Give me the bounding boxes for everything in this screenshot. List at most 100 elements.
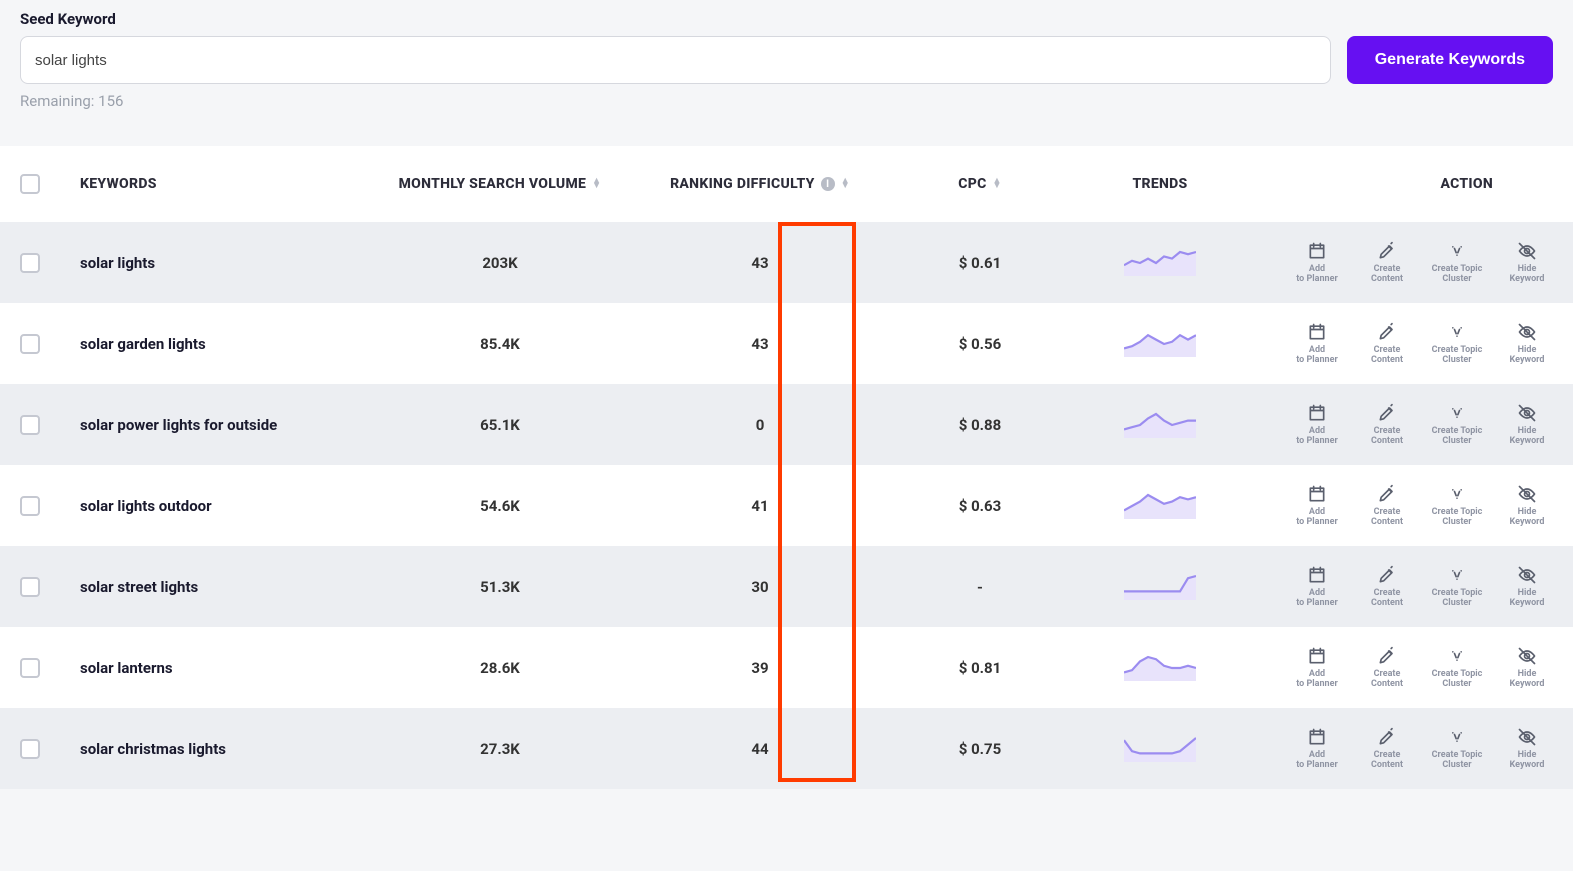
row-checkbox[interactable]: [20, 415, 40, 435]
action-label: Create TopicCluster: [1432, 264, 1483, 285]
add-to-planner-button[interactable]: Addto Planner: [1291, 646, 1343, 690]
difficulty-cell: 43: [620, 254, 900, 272]
header-action-label: ACTION: [1440, 176, 1493, 192]
create-content-button[interactable]: CreateContent: [1361, 241, 1413, 285]
eye-slash-icon: [1517, 565, 1537, 585]
row-checkbox-cell: [20, 253, 80, 273]
seed-input[interactable]: [20, 36, 1331, 84]
hide-keyword-button[interactable]: HideKeyword: [1501, 565, 1553, 609]
action-label: Create TopicCluster: [1432, 426, 1483, 447]
row-checkbox[interactable]: [20, 253, 40, 273]
hide-keyword-button[interactable]: HideKeyword: [1501, 646, 1553, 690]
create-content-button[interactable]: CreateContent: [1361, 322, 1413, 366]
cpc-cell: $ 0.88: [900, 416, 1060, 434]
cpc-cell: $ 0.61: [900, 254, 1060, 272]
add-to-planner-button[interactable]: Addto Planner: [1291, 565, 1343, 609]
header-cpc-label: CPC: [958, 176, 986, 192]
header-volume[interactable]: MONTHLY SEARCH VOLUME ▲▼: [380, 176, 620, 192]
difficulty-cell: 44: [620, 740, 900, 758]
seed-row: Generate Keywords: [20, 36, 1553, 84]
hide-keyword-button[interactable]: HideKeyword: [1501, 727, 1553, 771]
pencil-icon: [1377, 403, 1397, 423]
sort-icon: ▲▼: [592, 179, 601, 189]
header-difficulty[interactable]: RANKING DIFFICULTY i ▲▼: [620, 176, 900, 192]
header-difficulty-label: RANKING DIFFICULTY: [670, 176, 815, 192]
action-label: CreateContent: [1371, 507, 1403, 528]
action-label: Create TopicCluster: [1432, 750, 1483, 771]
trend-cell: [1060, 736, 1260, 762]
hide-keyword-button[interactable]: HideKeyword: [1501, 403, 1553, 447]
header-cpc[interactable]: CPC ▲▼: [900, 176, 1060, 192]
difficulty-cell: 41: [620, 497, 900, 515]
calendar-icon: [1307, 403, 1327, 423]
hide-keyword-button[interactable]: HideKeyword: [1501, 484, 1553, 528]
create-content-button[interactable]: CreateContent: [1361, 727, 1413, 771]
cpc-cell: $ 0.56: [900, 335, 1060, 353]
action-label: HideKeyword: [1510, 345, 1545, 366]
row-actions: Addto Planner CreateContent Create Topic…: [1260, 565, 1553, 609]
eye-slash-icon: [1517, 727, 1537, 747]
hide-keyword-button[interactable]: HideKeyword: [1501, 241, 1553, 285]
cluster-icon: [1447, 565, 1467, 585]
create-content-button[interactable]: CreateContent: [1361, 646, 1413, 690]
info-icon[interactable]: i: [821, 177, 835, 191]
trend-cell: [1060, 250, 1260, 276]
generate-button[interactable]: Generate Keywords: [1347, 36, 1553, 84]
create-content-button[interactable]: CreateContent: [1361, 484, 1413, 528]
create-topic-cluster-button[interactable]: Create TopicCluster: [1431, 322, 1483, 366]
eye-slash-icon: [1517, 241, 1537, 261]
cpc-cell: $ 0.81: [900, 659, 1060, 677]
row-checkbox[interactable]: [20, 658, 40, 678]
header-volume-label: MONTHLY SEARCH VOLUME: [399, 176, 587, 192]
add-to-planner-button[interactable]: Addto Planner: [1291, 403, 1343, 447]
keyword-cell: solar lanterns: [80, 659, 380, 677]
action-label: Addto Planner: [1296, 669, 1338, 690]
header-keywords-label: KEYWORDS: [80, 176, 157, 192]
row-checkbox-cell: [20, 415, 80, 435]
action-label: Create TopicCluster: [1432, 588, 1483, 609]
create-topic-cluster-button[interactable]: Create TopicCluster: [1431, 646, 1483, 690]
create-topic-cluster-button[interactable]: Create TopicCluster: [1431, 484, 1483, 528]
select-all-checkbox[interactable]: [20, 174, 40, 194]
hide-keyword-button[interactable]: HideKeyword: [1501, 322, 1553, 366]
action-label: Addto Planner: [1296, 588, 1338, 609]
volume-cell: 28.6K: [380, 659, 620, 677]
pencil-icon: [1377, 646, 1397, 666]
create-topic-cluster-button[interactable]: Create TopicCluster: [1431, 241, 1483, 285]
table-row: solar garden lights 85.4K 43 $ 0.56 Addt…: [0, 303, 1573, 384]
add-to-planner-button[interactable]: Addto Planner: [1291, 322, 1343, 366]
action-label: HideKeyword: [1510, 426, 1545, 447]
create-topic-cluster-button[interactable]: Create TopicCluster: [1431, 403, 1483, 447]
create-content-button[interactable]: CreateContent: [1361, 403, 1413, 447]
pencil-icon: [1377, 484, 1397, 504]
table-header: KEYWORDS MONTHLY SEARCH VOLUME ▲▼ RANKIN…: [0, 146, 1573, 222]
create-topic-cluster-button[interactable]: Create TopicCluster: [1431, 565, 1483, 609]
add-to-planner-button[interactable]: Addto Planner: [1291, 727, 1343, 771]
row-actions: Addto Planner CreateContent Create Topic…: [1260, 403, 1553, 447]
action-label: HideKeyword: [1510, 669, 1545, 690]
calendar-icon: [1307, 565, 1327, 585]
keyword-cell: solar garden lights: [80, 335, 380, 353]
add-to-planner-button[interactable]: Addto Planner: [1291, 484, 1343, 528]
header-keywords[interactable]: KEYWORDS: [80, 176, 380, 192]
table-row: solar power lights for outside 65.1K 0 $…: [0, 384, 1573, 465]
add-to-planner-button[interactable]: Addto Planner: [1291, 241, 1343, 285]
create-topic-cluster-button[interactable]: Create TopicCluster: [1431, 727, 1483, 771]
row-checkbox[interactable]: [20, 577, 40, 597]
keyword-cell: solar street lights: [80, 578, 380, 596]
row-checkbox[interactable]: [20, 739, 40, 759]
action-label: CreateContent: [1371, 588, 1403, 609]
create-content-button[interactable]: CreateContent: [1361, 565, 1413, 609]
row-checkbox-cell: [20, 577, 80, 597]
row-checkbox[interactable]: [20, 334, 40, 354]
row-checkbox[interactable]: [20, 496, 40, 516]
table-row: solar lanterns 28.6K 39 $ 0.81 Addto Pla…: [0, 627, 1573, 708]
calendar-icon: [1307, 484, 1327, 504]
calendar-icon: [1307, 727, 1327, 747]
eye-slash-icon: [1517, 484, 1537, 504]
volume-cell: 27.3K: [380, 740, 620, 758]
difficulty-cell: 39: [620, 659, 900, 677]
eye-slash-icon: [1517, 646, 1537, 666]
action-label: Addto Planner: [1296, 264, 1338, 285]
cluster-icon: [1447, 727, 1467, 747]
